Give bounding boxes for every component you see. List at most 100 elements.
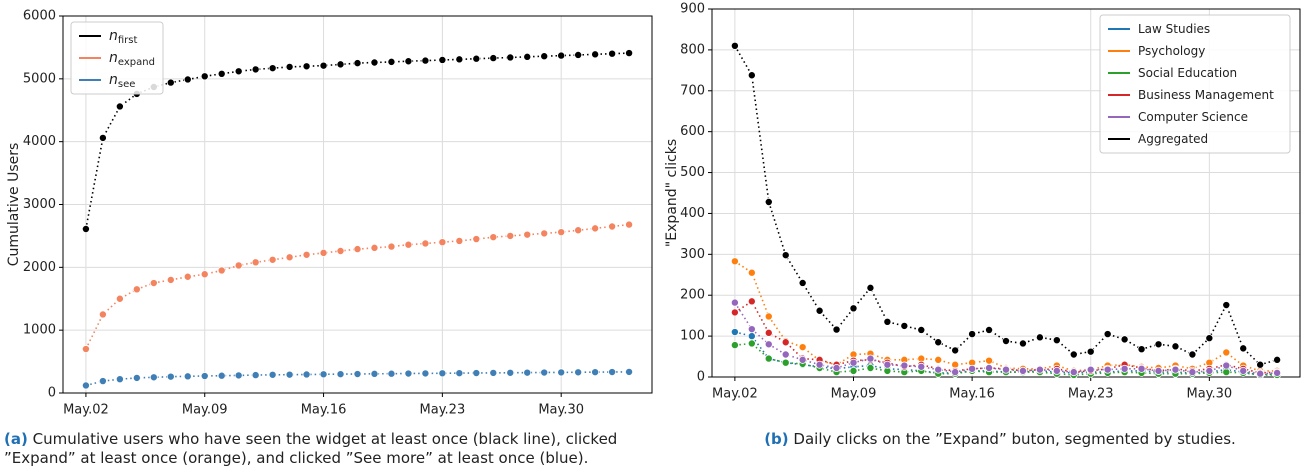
data-point	[849, 304, 858, 313]
y-tick-label: 4000	[23, 134, 56, 149]
legend-sub: expand	[118, 57, 155, 68]
data-point	[472, 54, 481, 63]
x-tick-label: May.30	[538, 403, 584, 418]
data-point	[1052, 366, 1061, 375]
x-tick-label: May.16	[949, 387, 995, 402]
data-point	[917, 325, 926, 334]
data-point	[1188, 350, 1197, 359]
data-point	[1205, 366, 1214, 375]
data-point	[166, 372, 175, 381]
y-tick-label: 200	[680, 288, 705, 303]
data-point	[1154, 340, 1163, 349]
data-point	[387, 57, 396, 66]
data-point	[815, 360, 824, 369]
data-point	[183, 272, 192, 281]
data-point	[798, 343, 807, 352]
legend-sub: first	[118, 35, 138, 46]
data-point	[268, 255, 277, 264]
caption-label: (a)	[4, 430, 28, 448]
caption-text: Cumulative users who have seen the widge…	[4, 430, 618, 467]
x-tick-label: May.16	[301, 403, 347, 418]
data-point	[1222, 301, 1231, 310]
data-point	[166, 78, 175, 87]
data-point	[1069, 350, 1078, 359]
data-point	[404, 240, 413, 249]
data-point	[849, 366, 858, 375]
y-tick-label: 700	[680, 83, 705, 98]
data-point	[747, 297, 756, 306]
data-point	[115, 375, 124, 384]
data-point	[370, 58, 379, 67]
data-point	[574, 368, 583, 377]
data-point	[234, 67, 243, 76]
legend-sub: see	[118, 79, 136, 90]
data-point	[1120, 364, 1129, 373]
legend-name: n	[109, 50, 118, 66]
data-point	[1103, 365, 1112, 374]
series-line	[734, 300, 1278, 374]
data-point	[115, 294, 124, 303]
caption-label: (b)	[764, 430, 789, 448]
data-point	[472, 235, 481, 244]
y-tick-label: 800	[680, 42, 705, 57]
y-axis-label: Cumulative Users	[6, 143, 22, 267]
data-point	[98, 377, 107, 386]
data-point	[951, 346, 960, 355]
data-point	[608, 222, 617, 231]
data-point	[1052, 336, 1061, 345]
data-point	[489, 233, 498, 242]
data-point	[302, 250, 311, 259]
data-point	[985, 325, 994, 334]
series-line	[85, 371, 630, 387]
data-point	[200, 72, 209, 81]
data-point	[370, 243, 379, 252]
legend-label: nexpand	[109, 50, 155, 68]
data-point	[591, 224, 600, 233]
data-point	[866, 283, 875, 292]
data-point	[917, 362, 926, 371]
data-point	[98, 310, 107, 319]
data-point	[455, 236, 464, 245]
legend-name: Aggregated	[1138, 132, 1208, 146]
data-point	[832, 325, 841, 334]
data-point	[489, 368, 498, 377]
data-point	[421, 56, 430, 65]
data-point	[608, 49, 617, 58]
data-point	[985, 364, 994, 373]
data-point	[421, 369, 430, 378]
y-tick-label: 1000	[23, 323, 56, 338]
data-point	[1256, 369, 1265, 378]
x-tick-label: May.02	[712, 387, 758, 402]
data-point	[506, 53, 515, 62]
data-point	[798, 278, 807, 287]
data-point	[781, 358, 790, 367]
data-point	[1273, 368, 1282, 377]
legend-label: Aggregated	[1138, 132, 1208, 146]
data-point	[285, 62, 294, 71]
y-axis-label: "Expand" clicks	[664, 139, 680, 247]
data-point	[1035, 333, 1044, 342]
data-point	[747, 332, 756, 341]
legend-name: Psychology	[1138, 44, 1205, 58]
data-point	[764, 328, 773, 337]
legend-label: nfirst	[109, 28, 137, 46]
data-point	[353, 59, 362, 68]
data-point	[1171, 342, 1180, 351]
data-point	[217, 371, 226, 380]
data-point	[883, 360, 892, 369]
legend-name: Social Education	[1138, 66, 1237, 80]
data-point	[1205, 334, 1214, 343]
caption-a: (a) Cumulative users who have seen the w…	[4, 430, 674, 468]
data-point	[234, 261, 243, 270]
data-point	[1086, 347, 1095, 356]
x-tick-label: May.02	[63, 403, 109, 418]
data-point	[968, 364, 977, 373]
data-point	[866, 354, 875, 363]
data-point	[268, 64, 277, 73]
data-point	[1222, 368, 1231, 377]
data-point	[302, 62, 311, 71]
data-point	[747, 339, 756, 348]
data-point	[523, 368, 532, 377]
data-point	[285, 253, 294, 262]
